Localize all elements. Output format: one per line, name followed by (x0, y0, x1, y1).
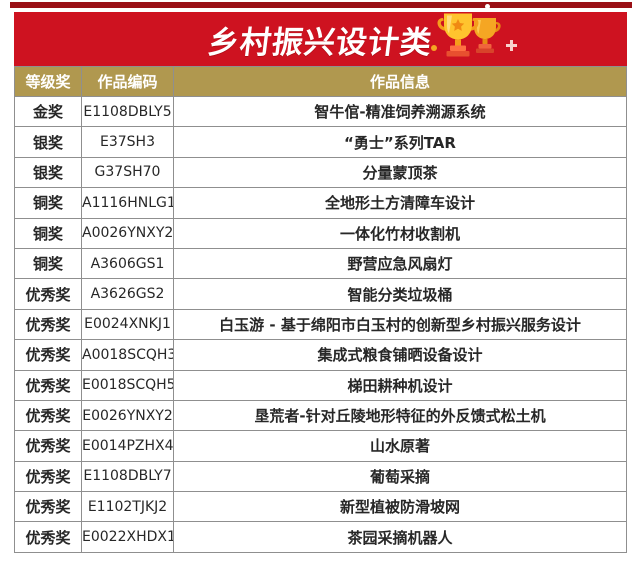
work-code-cell: E37SH3 (81, 126, 174, 158)
work-info-cell: 茶园采摘机器人 (173, 521, 627, 553)
trophy-icon (437, 13, 501, 57)
work-code-cell: E0026YNXY2 (81, 399, 174, 432)
work-info-cell: 智能分类垃圾桶 (173, 278, 627, 310)
table-row: 银奖 E37SH3 “勇士”系列TAR (14, 126, 627, 158)
work-code-cell: A0018SCQH34 (81, 339, 174, 371)
header-work-code: 作品编码 (81, 66, 174, 97)
award-level-cell: 优秀奖 (14, 278, 82, 310)
category-title: 乡村振兴设计类 (205, 24, 435, 61)
work-code-cell: E0018SCQH5 (81, 369, 174, 401)
work-info-cell: 新型植被防滑坡网 (173, 491, 627, 523)
work-code-cell: E1108DBLY5 (81, 95, 174, 128)
award-level-cell: 金奖 (14, 95, 82, 128)
work-info-cell: 垦荒者-针对丘陵地形特征的外反馈式松土机 (173, 399, 627, 432)
work-code-cell: A3606GS1 (81, 247, 174, 280)
top-ribbon-strip (10, 2, 632, 8)
work-code-cell: E1108DBLY7 (81, 460, 174, 493)
work-info-cell: 野营应急风扇灯 (173, 247, 627, 280)
award-level-cell: 优秀奖 (14, 308, 82, 341)
table-row: 银奖 G37SH70 分量蒙顶茶 (14, 156, 627, 189)
table-row: 优秀奖 E0014PZHX4 山水原著 (14, 430, 627, 462)
work-info-cell: 白玉游 - 基于绵阳市白玉村的创新型乡村振兴服务设计 (173, 308, 627, 341)
white-dot-decor (485, 4, 490, 9)
work-info-cell: 集成式粮食铺晒设备设计 (173, 339, 627, 371)
table-row: 金奖 E1108DBLY5 智牛倌-精准饲养溯源系统 (14, 95, 627, 128)
work-code-cell: E0024XNKJ1 (81, 308, 174, 341)
work-info-cell: “勇士”系列TAR (173, 126, 627, 158)
award-level-cell: 优秀奖 (14, 339, 82, 371)
work-info-cell: 全地形土方清障车设计 (173, 187, 627, 219)
table-header-row: 等级奖 作品编码 作品信息 (14, 66, 627, 97)
work-code-cell: G37SH70 (81, 156, 174, 189)
table-row: 优秀奖 E1108DBLY7 葡萄采摘 (14, 460, 627, 493)
work-code-cell: A1116HNLG16 (81, 187, 174, 219)
table-row: 优秀奖 E0022XHDX1 茶园采摘机器人 (14, 521, 627, 553)
work-info-cell: 一体化竹材收割机 (173, 217, 627, 249)
header-award-level: 等级奖 (14, 66, 82, 97)
table-row: 优秀奖 A0018SCQH34 集成式粮食铺晒设备设计 (14, 339, 627, 371)
award-table: 等级奖 作品编码 作品信息 金奖 E1108DBLY5 智牛倌-精准饲养溯源系统… (14, 66, 627, 553)
award-level-cell: 优秀奖 (14, 369, 82, 401)
table-row: 铜奖 A0026YNXY2 一体化竹材收割机 (14, 217, 627, 249)
work-code-cell: E0014PZHX4 (81, 430, 174, 462)
award-level-cell: 银奖 (14, 156, 82, 189)
table-row: 铜奖 A3606GS1 野营应急风扇灯 (14, 247, 627, 280)
work-info-cell: 分量蒙顶茶 (173, 156, 627, 189)
work-info-cell: 智牛倌-精准饲养溯源系统 (173, 95, 627, 128)
work-info-cell: 梯田耕种机设计 (173, 369, 627, 401)
table-row: 优秀奖 E1102TJKJ2 新型植被防滑坡网 (14, 491, 627, 523)
orange-dot-decor (431, 45, 437, 51)
table-row: 优秀奖 E0018SCQH5 梯田耕种机设计 (14, 369, 627, 401)
header-work-info: 作品信息 (173, 66, 627, 97)
award-level-cell: 优秀奖 (14, 399, 82, 432)
category-banner: 乡村振兴设计类 (14, 12, 627, 66)
work-info-cell: 山水原著 (173, 430, 627, 462)
work-code-cell: A3626GS2 (81, 278, 174, 310)
table-row: 优秀奖 E0026YNXY2 垦荒者-针对丘陵地形特征的外反馈式松土机 (14, 399, 627, 432)
table-row: 优秀奖 A3626GS2 智能分类垃圾桶 (14, 278, 627, 310)
award-level-cell: 铜奖 (14, 247, 82, 280)
table-row: 铜奖 A1116HNLG16 全地形土方清障车设计 (14, 187, 627, 219)
work-code-cell: A0026YNXY2 (81, 217, 174, 249)
work-info-cell: 葡萄采摘 (173, 460, 627, 493)
award-level-cell: 银奖 (14, 126, 82, 158)
work-code-cell: E1102TJKJ2 (81, 491, 174, 523)
award-level-cell: 铜奖 (14, 217, 82, 249)
plus-sparkle-icon (506, 40, 517, 51)
work-code-cell: E0022XHDX1 (81, 521, 174, 553)
award-level-cell: 铜奖 (14, 187, 82, 219)
award-level-cell: 优秀奖 (14, 521, 82, 553)
award-level-cell: 优秀奖 (14, 460, 82, 493)
award-level-cell: 优秀奖 (14, 491, 82, 523)
award-level-cell: 优秀奖 (14, 430, 82, 462)
table-row: 优秀奖 E0024XNKJ1 白玉游 - 基于绵阳市白玉村的创新型乡村振兴服务设… (14, 308, 627, 341)
